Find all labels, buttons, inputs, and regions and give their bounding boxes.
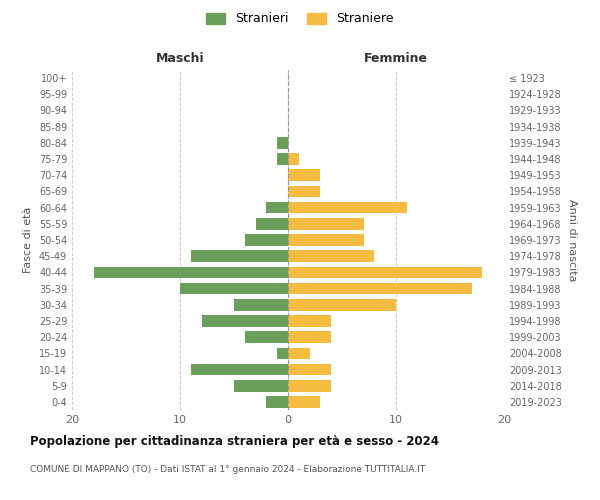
Y-axis label: Anni di nascita: Anni di nascita (567, 198, 577, 281)
Bar (245, 234, 288, 246)
Bar (266, 202, 288, 213)
Bar (277, 137, 288, 148)
Text: Popolazione per cittadinanza straniera per età e sesso - 2024: Popolazione per cittadinanza straniera p… (30, 435, 439, 448)
Bar (191, 364, 288, 376)
Bar (288, 218, 364, 230)
Bar (288, 396, 320, 407)
Bar (94, 266, 288, 278)
Bar (245, 332, 288, 343)
Bar (202, 315, 288, 327)
Bar (277, 153, 288, 165)
Bar (288, 332, 331, 343)
Bar (288, 170, 320, 181)
Bar (288, 282, 472, 294)
Bar (288, 380, 331, 392)
Text: Maschi: Maschi (155, 52, 205, 65)
Bar (288, 266, 482, 278)
Bar (288, 186, 320, 198)
Text: Femmine: Femmine (364, 52, 428, 65)
Bar (288, 299, 396, 310)
Bar (266, 396, 288, 407)
Bar (288, 364, 331, 376)
Y-axis label: Fasce di età: Fasce di età (23, 207, 33, 273)
Bar (234, 380, 288, 392)
Bar (180, 282, 288, 294)
Bar (288, 315, 331, 327)
Bar (191, 250, 288, 262)
Bar (288, 348, 310, 359)
Bar (288, 202, 407, 213)
Bar (277, 348, 288, 359)
Bar (256, 218, 288, 230)
Bar (288, 153, 299, 165)
Legend: Stranieri, Straniere: Stranieri, Straniere (203, 8, 397, 29)
Text: COMUNE DI MAPPANO (TO) - Dati ISTAT al 1° gennaio 2024 - Elaborazione TUTTITALIA: COMUNE DI MAPPANO (TO) - Dati ISTAT al 1… (30, 465, 425, 474)
Bar (288, 250, 374, 262)
Bar (234, 299, 288, 310)
Bar (288, 234, 364, 246)
